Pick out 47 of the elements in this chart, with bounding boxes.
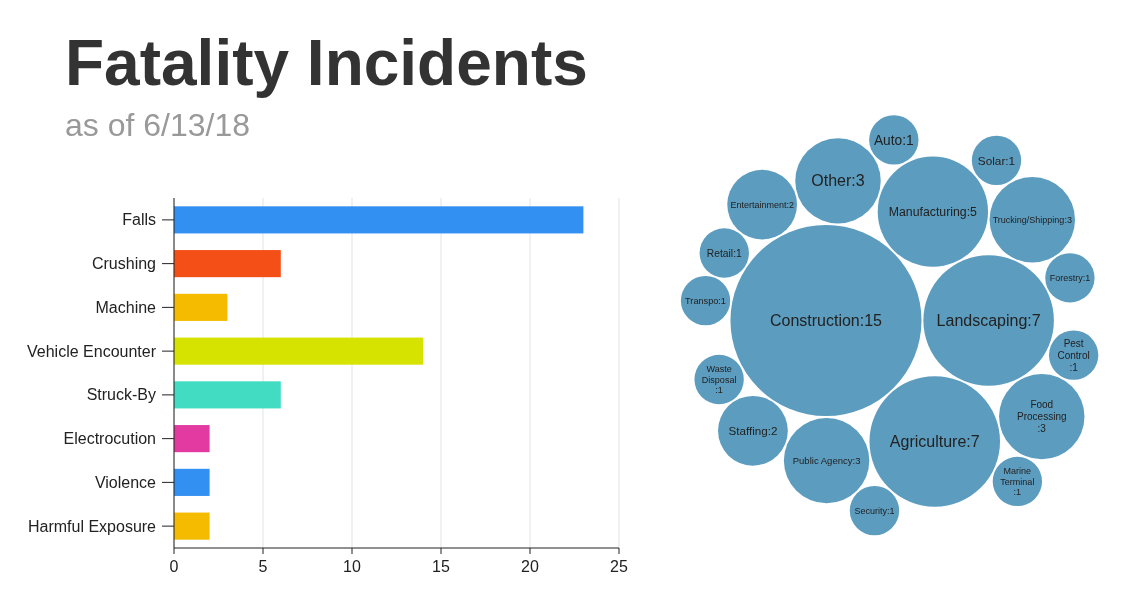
y-tick-label: Electrocution <box>63 430 156 448</box>
category-label: Waste Disposal <box>701 363 737 385</box>
data-label: :1 <box>902 132 914 148</box>
x-tick-label: 0 <box>169 558 179 575</box>
data-label: :1 <box>715 385 723 396</box>
data-label: :3 <box>1064 214 1072 225</box>
category-label: Food Processing <box>1017 399 1067 423</box>
data-label: :3 <box>1037 423 1047 435</box>
x-tick-label: 5 <box>258 558 268 575</box>
y-tick-label: Struck-By <box>86 386 156 404</box>
data-label: :2 <box>786 199 794 210</box>
chart-title: Fatality Incidents <box>65 27 588 99</box>
data-label: :1 <box>1013 487 1022 498</box>
y-tick-label: Machine <box>95 298 157 316</box>
bar <box>174 293 228 321</box>
chart-subtitle: as of 6/13/18 <box>65 107 251 143</box>
data-label: :1 <box>733 247 743 259</box>
x-tick-label: 10 <box>343 558 361 575</box>
data-label: :7 <box>1027 312 1041 330</box>
bar <box>174 381 281 409</box>
data-label: :1 <box>1069 361 1079 373</box>
y-tick-label: Harmful Exposure <box>27 517 157 535</box>
x-tick-label: 25 <box>610 558 628 575</box>
bar <box>174 468 210 496</box>
y-tick-label: Crushing <box>91 255 156 273</box>
category-label: Pest Control <box>1057 337 1090 361</box>
data-label: :15 <box>859 312 883 330</box>
data-label: :1 <box>886 505 895 516</box>
data-label: :1 <box>1005 153 1016 167</box>
x-tick-label: 20 <box>521 558 539 575</box>
bar <box>174 206 584 234</box>
bar <box>174 425 210 453</box>
y-tick-label: Vehicle Encounter <box>27 342 157 360</box>
bar <box>174 512 210 540</box>
bar <box>174 337 424 365</box>
data-label: :1 <box>1082 272 1091 283</box>
data-label: :3 <box>851 172 865 190</box>
x-tick-label: 15 <box>432 558 450 575</box>
data-label: :5 <box>966 204 978 219</box>
data-label: :2 <box>767 423 778 437</box>
data-label: :3 <box>852 454 861 466</box>
bar <box>174 250 281 278</box>
data-label: :1 <box>718 295 726 306</box>
category-label: Marine Terminal <box>1000 465 1035 487</box>
data-label: :7 <box>966 433 980 451</box>
y-tick-label: Violence <box>94 473 157 491</box>
y-tick-label: Falls <box>122 211 156 229</box>
